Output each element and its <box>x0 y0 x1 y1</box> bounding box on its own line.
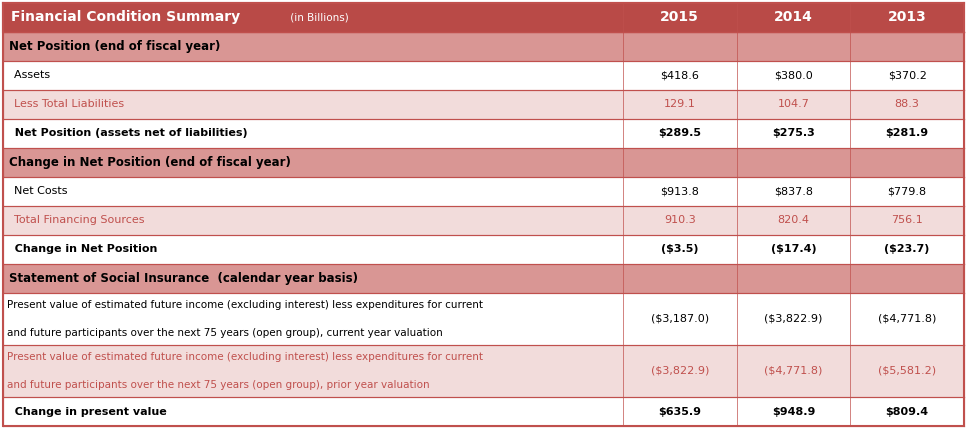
Text: ($4,771.8): ($4,771.8) <box>878 314 936 324</box>
Text: $837.8: $837.8 <box>774 186 813 196</box>
Text: 2015: 2015 <box>660 10 699 24</box>
Bar <box>3 206 964 235</box>
Text: ($23.7): ($23.7) <box>885 244 930 254</box>
Text: ($3.5): ($3.5) <box>661 244 698 254</box>
Text: and future participants over the next 75 years (open group), prior year valuatio: and future participants over the next 75… <box>7 380 429 390</box>
Bar <box>3 32 964 61</box>
Text: Total Financing Sources: Total Financing Sources <box>7 215 144 225</box>
Text: Change in present value: Change in present value <box>7 407 166 417</box>
Bar <box>3 61 964 90</box>
Text: $289.5: $289.5 <box>659 128 701 139</box>
Text: ($5,581.2): ($5,581.2) <box>878 366 936 376</box>
Text: (in Billions): (in Billions) <box>287 12 349 22</box>
Text: $418.6: $418.6 <box>660 70 699 80</box>
Text: ($3,187.0): ($3,187.0) <box>651 314 709 324</box>
Bar <box>3 264 964 293</box>
Text: 756.1: 756.1 <box>892 215 923 225</box>
Bar <box>3 397 964 426</box>
Text: $281.9: $281.9 <box>886 128 928 139</box>
Text: Net Position (assets net of liabilities): Net Position (assets net of liabilities) <box>7 128 248 139</box>
Text: 88.3: 88.3 <box>894 100 920 109</box>
Text: $809.4: $809.4 <box>886 407 928 417</box>
Text: and future participants over the next 75 years (open group), current year valuat: and future participants over the next 75… <box>7 328 443 338</box>
Text: $913.8: $913.8 <box>660 186 699 196</box>
Text: Financial Condition Summary: Financial Condition Summary <box>11 10 240 24</box>
Text: ($3,822.9): ($3,822.9) <box>764 314 823 324</box>
Text: Change in Net Position (end of fiscal year): Change in Net Position (end of fiscal ye… <box>9 156 291 169</box>
Text: 129.1: 129.1 <box>663 100 695 109</box>
Text: Change in Net Position: Change in Net Position <box>7 244 158 254</box>
Text: 910.3: 910.3 <box>663 215 695 225</box>
Text: Less Total Liabilities: Less Total Liabilities <box>7 100 124 109</box>
Bar <box>3 3 964 32</box>
Text: $275.3: $275.3 <box>772 128 815 139</box>
Text: ($4,771.8): ($4,771.8) <box>764 366 823 376</box>
Text: $779.8: $779.8 <box>888 186 926 196</box>
Text: Net Costs: Net Costs <box>7 186 68 196</box>
Bar <box>3 345 964 397</box>
Text: ($17.4): ($17.4) <box>771 244 816 254</box>
Bar <box>3 90 964 119</box>
Text: Net Position (end of fiscal year): Net Position (end of fiscal year) <box>9 40 220 53</box>
Text: $948.9: $948.9 <box>772 407 815 417</box>
Text: $380.0: $380.0 <box>774 70 813 80</box>
Text: $370.2: $370.2 <box>888 70 926 80</box>
Bar <box>3 148 964 177</box>
Text: 2014: 2014 <box>774 10 813 24</box>
Text: Statement of Social Insurance  (calendar year basis): Statement of Social Insurance (calendar … <box>9 272 358 285</box>
Bar <box>3 293 964 345</box>
Text: ($3,822.9): ($3,822.9) <box>651 366 709 376</box>
Text: 820.4: 820.4 <box>777 215 809 225</box>
Text: $635.9: $635.9 <box>659 407 701 417</box>
Text: 104.7: 104.7 <box>777 100 809 109</box>
Text: Assets: Assets <box>7 70 50 80</box>
Text: Present value of estimated future income (excluding interest) less expenditures : Present value of estimated future income… <box>7 352 483 362</box>
Text: 2013: 2013 <box>888 10 926 24</box>
Bar <box>3 177 964 206</box>
Text: Present value of estimated future income (excluding interest) less expenditures : Present value of estimated future income… <box>7 300 483 310</box>
Bar <box>3 235 964 264</box>
Bar <box>3 119 964 148</box>
